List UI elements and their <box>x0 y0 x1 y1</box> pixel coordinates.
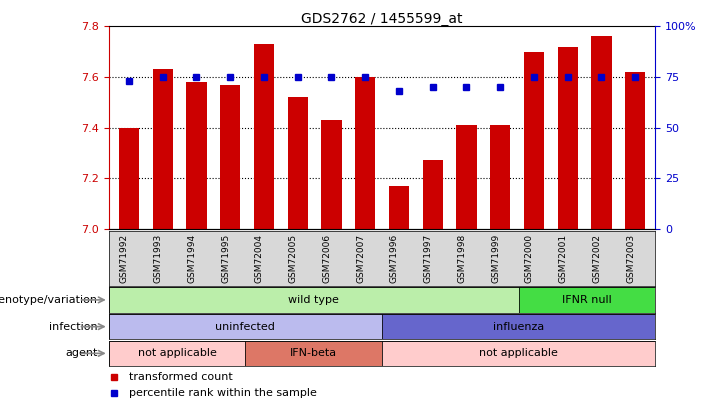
Bar <box>389 186 409 229</box>
Text: GDS2762 / 1455599_at: GDS2762 / 1455599_at <box>301 12 463 26</box>
Text: GSM72004: GSM72004 <box>255 234 264 283</box>
Bar <box>245 341 382 366</box>
Bar <box>592 36 611 229</box>
Text: not applicable: not applicable <box>137 348 217 358</box>
Bar <box>153 69 172 229</box>
Bar <box>524 51 544 229</box>
Bar <box>109 314 382 339</box>
Text: GSM71994: GSM71994 <box>187 234 196 283</box>
Text: GSM72005: GSM72005 <box>289 234 298 283</box>
Bar <box>118 128 139 229</box>
Text: GSM72003: GSM72003 <box>626 234 635 283</box>
Text: IFN-beta: IFN-beta <box>290 348 337 358</box>
Bar <box>382 341 655 366</box>
Bar <box>625 72 646 229</box>
Text: GSM71996: GSM71996 <box>390 234 399 283</box>
Bar <box>109 287 519 313</box>
Text: not applicable: not applicable <box>479 348 558 358</box>
Text: GSM71993: GSM71993 <box>154 234 163 283</box>
Text: GSM72002: GSM72002 <box>592 234 601 283</box>
Bar <box>557 47 578 229</box>
Text: GSM72006: GSM72006 <box>322 234 332 283</box>
Text: GSM71998: GSM71998 <box>458 234 466 283</box>
Text: influenza: influenza <box>493 322 545 332</box>
Text: agent: agent <box>65 348 97 358</box>
Bar <box>287 97 308 229</box>
Bar <box>220 85 240 229</box>
Text: GSM71997: GSM71997 <box>423 234 433 283</box>
Bar <box>519 287 655 313</box>
Text: GSM71999: GSM71999 <box>491 234 501 283</box>
Bar <box>321 120 341 229</box>
Text: wild type: wild type <box>288 295 339 305</box>
Text: GSM71995: GSM71995 <box>221 234 230 283</box>
Bar <box>109 341 245 366</box>
Text: infection: infection <box>49 322 97 332</box>
Text: uninfected: uninfected <box>215 322 275 332</box>
Bar <box>186 82 207 229</box>
Bar <box>254 44 274 229</box>
Bar <box>456 125 477 229</box>
Text: transformed count: transformed count <box>130 372 233 382</box>
Text: GSM72001: GSM72001 <box>559 234 568 283</box>
Text: GSM71992: GSM71992 <box>120 234 129 283</box>
Text: GSM72007: GSM72007 <box>356 234 365 283</box>
Text: genotype/variation: genotype/variation <box>0 295 97 305</box>
Text: GSM72000: GSM72000 <box>525 234 534 283</box>
Bar <box>490 125 510 229</box>
Bar <box>423 160 443 229</box>
Text: percentile rank within the sample: percentile rank within the sample <box>130 388 318 398</box>
Bar <box>355 77 375 229</box>
Text: IFNR null: IFNR null <box>562 295 612 305</box>
Bar <box>382 314 655 339</box>
